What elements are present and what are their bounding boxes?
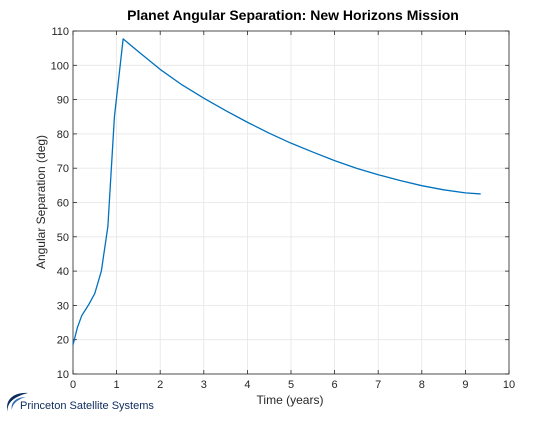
series-line-0	[72, 38, 481, 346]
x-tick-label: 4	[244, 379, 250, 391]
y-tick-label: 70	[57, 163, 69, 175]
y-tick-label: 40	[57, 266, 69, 278]
x-tick-label: 9	[462, 379, 468, 391]
y-tick-label: 50	[57, 232, 69, 244]
y-tick-label: 60	[57, 198, 69, 210]
tick-labels: 0 1 2 3 4 5 6 7 8 9 10 10 20 30 40 50 60 70 80 90 100 110	[51, 26, 515, 391]
x-tick-label: 1	[114, 379, 120, 391]
y-tick-label: 80	[57, 129, 69, 141]
satellite-swoosh-icon	[7, 392, 28, 412]
y-tick-label: 30	[57, 300, 69, 312]
x-tick-label: 8	[419, 379, 425, 391]
x-tick-label: 6	[332, 379, 338, 391]
logo-text: Princeton Satellite Systems	[20, 400, 154, 412]
x-tick-label: 0	[70, 379, 76, 391]
y-tick-label: 10	[57, 369, 69, 381]
x-tick-label: 7	[375, 379, 381, 391]
axes	[72, 30, 510, 375]
x-axis-label: Time (years)	[257, 393, 324, 407]
company-logo: Princeton Satellite Systems	[2, 388, 162, 418]
x-tick-label: 3	[201, 379, 207, 391]
y-tick-label: 90	[57, 95, 69, 107]
y-tick-label: 110	[51, 26, 69, 38]
y-axis-label: Angular Separation (deg)	[34, 135, 48, 269]
y-tick-label: 20	[57, 335, 69, 347]
y-tick-label: 100	[51, 60, 69, 72]
data-series	[72, 38, 481, 346]
chart-title: Planet Angular Separation: New Horizons …	[127, 7, 459, 23]
plot-area-border	[72, 30, 510, 375]
x-tick-label: 5	[288, 379, 294, 391]
x-tick-label: 2	[157, 379, 163, 391]
x-tick-label: 10	[503, 379, 515, 391]
grid	[72, 30, 510, 375]
